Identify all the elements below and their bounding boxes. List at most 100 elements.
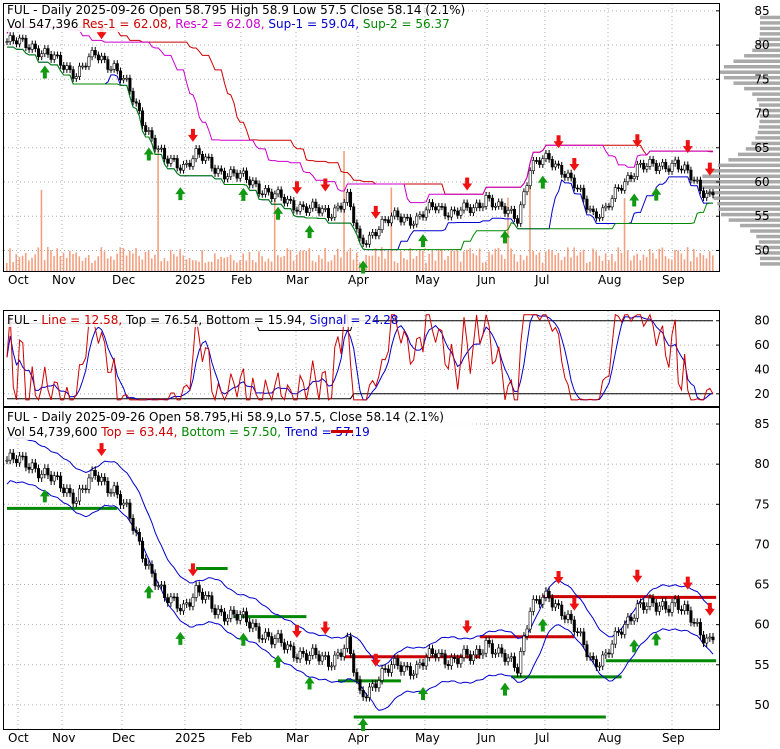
price-candle-body <box>434 206 438 211</box>
volume-bar <box>106 258 109 271</box>
price-down-arrow <box>462 177 473 191</box>
price-candle-body <box>361 237 365 244</box>
price-candle-body <box>635 163 639 177</box>
price-candle-body <box>642 162 646 170</box>
trend-up-arrow <box>273 654 284 668</box>
volume-bar <box>538 252 541 271</box>
price-candle-body <box>270 191 274 199</box>
price-down-arrow <box>569 158 580 172</box>
price-candle-body <box>475 202 479 209</box>
profile-bar <box>759 251 780 255</box>
price-candle-body <box>112 63 116 70</box>
trend-candle-body <box>37 468 41 479</box>
volume-bar <box>116 253 118 271</box>
profile-bar <box>756 43 780 47</box>
trend-candle-body <box>500 647 504 654</box>
oscillator-lines <box>6 313 714 402</box>
trend-candle-body <box>276 633 280 639</box>
volume-bar <box>368 255 371 271</box>
volume-bar <box>677 250 679 271</box>
price-candle-body <box>197 148 201 155</box>
trend-x-tick: Nov <box>52 731 75 745</box>
price-candle-body <box>46 48 50 55</box>
price-candle-body <box>686 164 690 171</box>
price-candle-body <box>563 174 567 178</box>
price-candle-body <box>207 156 211 159</box>
volume-bar <box>371 255 374 271</box>
trend-candle-body <box>333 654 337 667</box>
price-candle-body <box>289 198 293 201</box>
price-candle-body <box>96 54 100 61</box>
osc-line-line <box>6 313 714 402</box>
volume-bar <box>526 255 528 271</box>
price-candle-body <box>484 195 488 207</box>
volume-bar <box>437 250 440 271</box>
profile-bar <box>759 119 780 124</box>
volume-bar <box>374 248 377 271</box>
price-candle-body <box>449 209 453 218</box>
trend-candle-body <box>399 665 403 672</box>
price-candle-body <box>122 78 126 81</box>
trend-down-arrow <box>370 653 381 667</box>
volume-bar <box>34 254 36 271</box>
volume-bar <box>69 250 71 271</box>
trend-candle-body <box>248 621 252 629</box>
price-candle-body <box>188 162 192 167</box>
profile-bar <box>755 136 780 140</box>
volume-bar <box>503 258 506 271</box>
price-candle-body <box>705 193 709 198</box>
volume-bar <box>166 261 169 271</box>
volume-bar <box>12 262 14 271</box>
profile-bar <box>717 201 780 206</box>
price-candle-body <box>68 65 72 70</box>
trend-candle-body <box>204 595 208 600</box>
price-x-axis: Oct Nov Dec 2025 Feb Mar Apr May Jun Jul Aug Sep <box>8 273 685 287</box>
trend-candle-body <box>144 558 148 566</box>
trend-legend-swatch <box>331 430 353 433</box>
price-candle-body <box>443 206 447 217</box>
profile-bar <box>713 196 780 200</box>
volume-bar <box>138 255 140 271</box>
trend-candle-body <box>651 597 655 604</box>
info-segment: Line = 12.58, <box>41 313 126 327</box>
price-candle-body <box>667 168 671 172</box>
price-candle-body <box>367 234 371 245</box>
price-candle-body <box>84 65 88 68</box>
volume-bar <box>570 257 572 271</box>
price-candle-body <box>503 206 507 214</box>
price-y-tick: 55 <box>754 209 769 223</box>
volume-bar <box>409 248 412 271</box>
price-candle-body <box>613 187 617 199</box>
volume-bar <box>702 255 705 271</box>
trend-candle-body <box>484 640 488 654</box>
trend-candle-body <box>238 614 242 621</box>
price-y-axis: 50 55 60 65 70 75 80 85 <box>716 4 770 257</box>
price-candle-body <box>386 219 390 224</box>
price-candle-body <box>87 56 91 67</box>
price-candle-body <box>500 201 504 207</box>
price-candle-body <box>528 170 532 187</box>
volume-bar <box>50 249 52 271</box>
price-candle-body <box>229 169 233 177</box>
trend-candle-body <box>150 564 154 574</box>
volume-profile <box>699 15 780 266</box>
trend-candle-body <box>210 595 214 609</box>
trend-candle-body <box>632 617 636 622</box>
trend-candle-body <box>191 597 195 607</box>
price-up-arrow <box>143 147 154 161</box>
trend-y-tick: 60 <box>754 618 769 632</box>
trend-candle-body <box>601 654 605 667</box>
trend-candle-body <box>68 488 72 494</box>
trend-x-tick: Oct <box>8 731 29 745</box>
price-down-arrow <box>553 135 564 149</box>
volume-bar <box>469 248 471 271</box>
trend-candle-body <box>349 636 353 655</box>
volume-bar <box>708 251 711 271</box>
volume-bar <box>336 248 339 271</box>
trend-candle-body <box>273 638 277 645</box>
profile-bar <box>737 152 780 157</box>
volume-bar <box>87 255 90 271</box>
profile-bar <box>721 212 780 217</box>
trend-candle-body <box>103 476 107 482</box>
trend-candle-body <box>147 564 151 566</box>
